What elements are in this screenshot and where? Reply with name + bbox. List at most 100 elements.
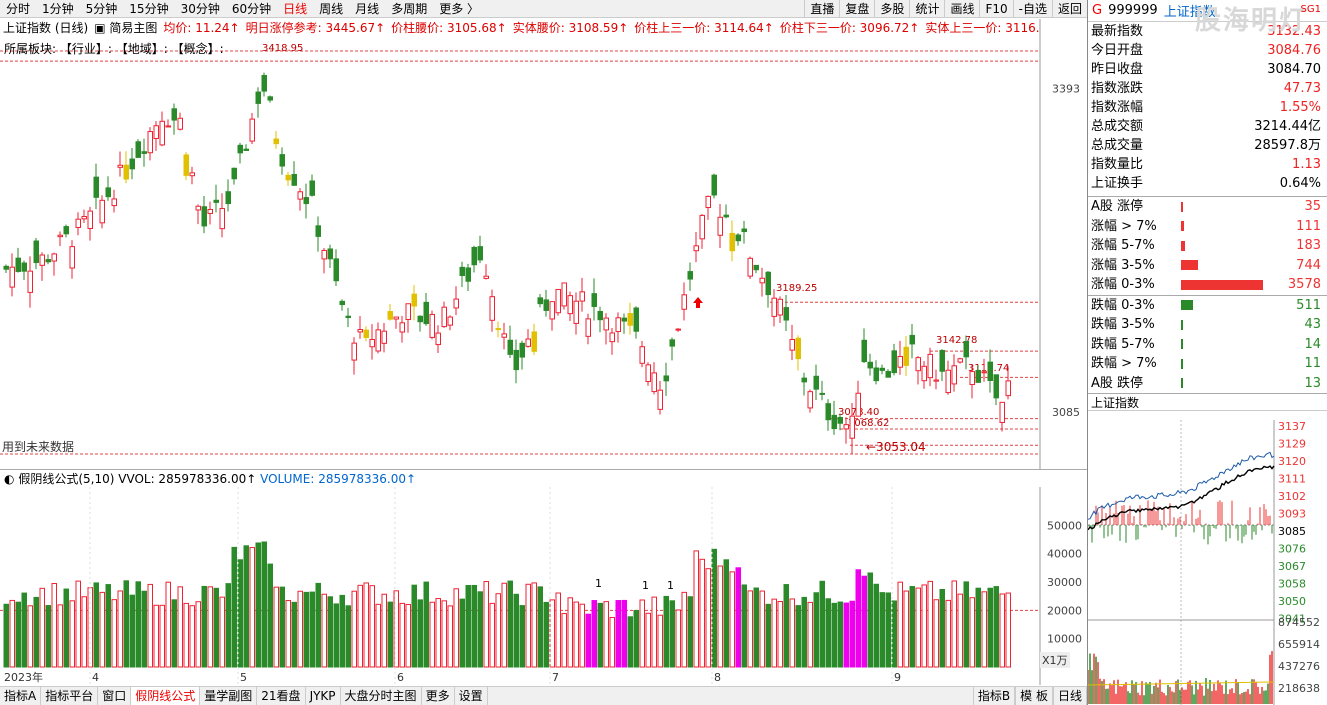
indicator-label: 明日涨停参考: [245, 21, 326, 35]
bottom-tab[interactable]: 指标平台 [41, 687, 99, 705]
volume-bar [867, 572, 873, 668]
quote-value: 3132.43 [1267, 24, 1321, 39]
bottom-tab[interactable]: 21看盘 [257, 687, 306, 705]
bottom-right-tab[interactable]: 指标B [972, 687, 1016, 705]
period-tab[interactable]: 分时 [6, 1, 31, 16]
volume-bar [633, 609, 639, 668]
candle-body [477, 246, 483, 261]
candle-body [705, 195, 711, 209]
breadth-bar [1181, 339, 1183, 350]
toolbar-button[interactable]: 返回 [1051, 0, 1087, 18]
breadth-count: 11 [1304, 356, 1321, 371]
candle-body [231, 167, 237, 180]
period-tab[interactable]: 30分钟 [180, 1, 220, 16]
volume-bar [165, 581, 171, 668]
mini-price-line [1088, 451, 1275, 520]
period-tab[interactable]: 周线 [319, 1, 344, 16]
intraday-mini-chart[interactable]: 3137 3129 3120 3111 3102 3093 3085 3076 3067 3058… [1088, 420, 1327, 705]
volume-bar [123, 580, 129, 668]
volume-bar [237, 559, 243, 668]
candle-body [405, 303, 411, 320]
volume-bar [447, 605, 453, 668]
future-data-note: 用到未来数据 [2, 439, 74, 454]
candle-body [51, 253, 57, 262]
candle-body [783, 307, 789, 321]
stock-name[interactable]: 上证指数 [1163, 5, 1216, 20]
volume-bar [675, 609, 681, 668]
candle-body [249, 118, 255, 142]
breadth-bar [1181, 279, 1263, 290]
candle-body [369, 339, 375, 348]
bottom-tab[interactable]: 指标A [0, 687, 42, 705]
period-tab[interactable]: 15分钟 [129, 1, 169, 16]
indicator-value: 11.24↑ [195, 21, 240, 35]
volume-chart[interactable]: 50000 40000 30000 20000 10000 X1万 1 1 1 2023年 4 5 6 7… [0, 487, 1087, 685]
candle-body [3, 265, 9, 270]
bottom-tab[interactable]: 量学副图 [200, 687, 258, 705]
candle-body [525, 338, 531, 347]
candlestick-chart[interactable]: 3393 3085 所属板块: 【行业】: 【地域】: 【概念】: 3418.95 31… [0, 19, 1087, 469]
bottom-tab[interactable]: 更多 [422, 687, 455, 705]
volume-bar [561, 613, 567, 668]
bottom-tab[interactable]: JYKP [306, 687, 341, 705]
mini-price-tick: 3111 [1278, 473, 1306, 486]
candle-body [837, 416, 843, 424]
bottom-tab[interactable]: 假阴线公式 [131, 687, 201, 705]
candle-body [327, 248, 333, 260]
sector-line: 所属板块: 【行业】: 【地域】: 【概念】: [4, 41, 224, 56]
volume-bar [15, 601, 21, 668]
toolbar-button[interactable]: 复盘 [839, 0, 874, 18]
volume-bar [957, 593, 963, 668]
candle-body [663, 375, 669, 382]
candle-body [711, 174, 717, 196]
price-annotation: 3189.25 [776, 283, 817, 294]
toolbar-button[interactable]: 统计 [909, 0, 944, 18]
period-tab[interactable]: 月线 [355, 1, 380, 16]
volume-bar [81, 596, 87, 668]
bottom-tab[interactable]: 大盘分时主图 [341, 687, 422, 705]
candle-body [159, 120, 165, 146]
candle-body [267, 96, 273, 101]
toolbar-button[interactable]: -自选 [1012, 0, 1052, 18]
period-tab[interactable]: 60分钟 [231, 1, 272, 16]
candle-body [801, 377, 807, 383]
period-tab[interactable]: 5分钟 [85, 1, 118, 16]
candle-body [861, 339, 867, 363]
bottom-right-tab[interactable]: 模 板 [1015, 687, 1053, 705]
volume-bar [813, 592, 819, 668]
toolbar-button[interactable]: 直播 [804, 0, 839, 18]
volume-bar [981, 591, 987, 668]
volume-bar [225, 583, 231, 668]
quote-value: 1.13 [1292, 157, 1321, 172]
mini-volume-tick: 218638 [1278, 682, 1320, 695]
candle-body [39, 254, 45, 266]
volume-bar [843, 602, 849, 668]
collapse-icon[interactable]: ◐ [4, 472, 15, 486]
period-tab[interactable]: 1分钟 [42, 1, 74, 16]
month-label: 6 [397, 671, 404, 684]
candle-body [507, 339, 513, 355]
chart-mode[interactable]: ▣ 简易主图 [94, 21, 158, 35]
period-tab[interactable]: 多周期 [391, 1, 428, 16]
candle-body [531, 331, 537, 352]
indicator-value: 3445.67↑ [325, 21, 386, 35]
candle-body [309, 180, 315, 196]
candle-body [627, 313, 633, 326]
candle-body [819, 392, 825, 395]
volume-tick: 50000 [1047, 519, 1082, 532]
toolbar-button[interactable]: F10 [979, 0, 1012, 18]
bottom-tab[interactable]: 设置 [455, 687, 488, 705]
bottom-tab[interactable]: 窗口 [98, 687, 132, 705]
volume-bar [381, 593, 387, 668]
period-tab[interactable]: 更多 〉 [439, 1, 480, 16]
toolbar-button[interactable]: 画线 [944, 0, 979, 18]
toolbar-button[interactable]: 多股 [874, 0, 909, 18]
volume-bar [903, 590, 909, 668]
candle-body [807, 391, 813, 409]
bottom-right-tab[interactable]: 日线 [1052, 687, 1087, 705]
candle-body [897, 355, 903, 368]
period-tab[interactable]: 日线 [283, 1, 308, 16]
volume-bar [879, 592, 885, 668]
volume-bar [951, 580, 957, 668]
candle-body [645, 364, 651, 382]
